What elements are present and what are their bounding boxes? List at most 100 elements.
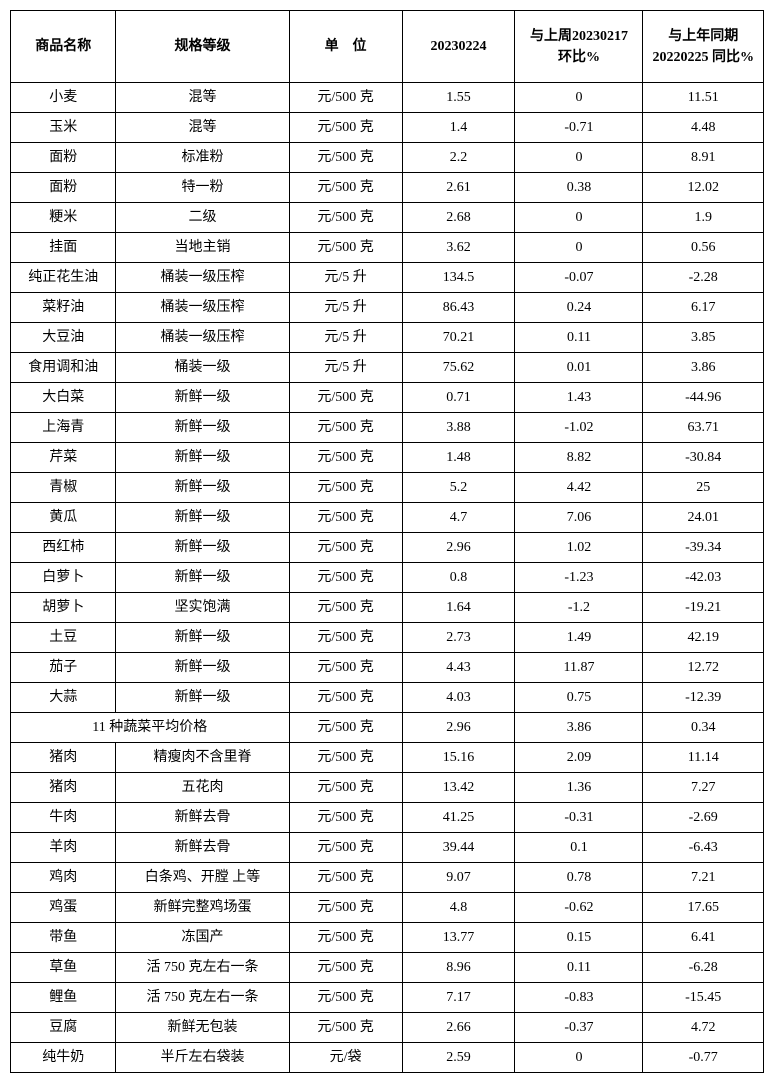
header-name: 商品名称 [11,11,116,83]
cell-price: 2.2 [402,143,515,173]
cell-spec: 新鲜一级 [116,563,289,593]
cell-unit: 元/500 克 [289,503,402,533]
cell-unit: 元/袋 [289,1043,402,1073]
cell-spec: 新鲜去骨 [116,833,289,863]
cell-name: 猪肉 [11,743,116,773]
cell-wow: 8.82 [515,443,643,473]
cell-name: 上海青 [11,413,116,443]
table-row: 纯牛奶半斤左右袋装元/袋2.590-0.77 [11,1043,764,1073]
table-row: 上海青新鲜一级元/500 克3.88-1.0263.71 [11,413,764,443]
cell-unit: 元/500 克 [289,143,402,173]
header-wow: 与上周20230217 环比% [515,11,643,83]
cell-name: 纯正花生油 [11,263,116,293]
cell-unit: 元/500 克 [289,623,402,653]
table-row: 鸡蛋新鲜完整鸡场蛋元/500 克4.8-0.6217.65 [11,893,764,923]
cell-yoy: 8.91 [643,143,764,173]
table-row: 土豆新鲜一级元/500 克2.731.4942.19 [11,623,764,653]
cell-price: 1.64 [402,593,515,623]
cell-unit: 元/500 克 [289,593,402,623]
table-row: 牛肉新鲜去骨元/500 克41.25-0.31-2.69 [11,803,764,833]
cell-unit: 元/5 升 [289,293,402,323]
cell-price: 5.2 [402,473,515,503]
cell-yoy: 4.48 [643,113,764,143]
cell-name: 大豆油 [11,323,116,353]
cell-unit: 元/500 克 [289,833,402,863]
cell-spec: 半斤左右袋装 [116,1043,289,1073]
cell-price: 0.71 [402,383,515,413]
cell-wow: 1.02 [515,533,643,563]
cell-spec: 新鲜一级 [116,413,289,443]
cell-name: 菜籽油 [11,293,116,323]
table-row: 茄子新鲜一级元/500 克4.4311.8712.72 [11,653,764,683]
table-row: 猪肉精瘦肉不含里脊元/500 克15.162.0911.14 [11,743,764,773]
header-price: 20230224 [402,11,515,83]
cell-price: 1.4 [402,113,515,143]
cell-name: 小麦 [11,83,116,113]
cell-spec: 活 750 克左右一条 [116,953,289,983]
average-row: 11 种蔬菜平均价格元/500 克2.963.860.34 [11,713,764,743]
cell-name: 带鱼 [11,923,116,953]
cell-unit: 元/500 克 [289,83,402,113]
cell-yoy: -19.21 [643,593,764,623]
table-row: 黄瓜新鲜一级元/500 克4.77.0624.01 [11,503,764,533]
cell-unit: 元/500 克 [289,713,402,743]
table-row: 鲤鱼活 750 克左右一条元/500 克7.17-0.83-15.45 [11,983,764,1013]
cell-unit: 元/500 克 [289,413,402,443]
table-body: 小麦混等元/500 克1.55011.51玉米混等元/500 克1.4-0.71… [11,83,764,1073]
cell-unit: 元/500 克 [289,653,402,683]
cell-spec: 桶装一级 [116,353,289,383]
table-row: 猪肉五花肉元/500 克13.421.367.27 [11,773,764,803]
cell-yoy: 3.86 [643,353,764,383]
cell-wow: -0.37 [515,1013,643,1043]
cell-price: 4.03 [402,683,515,713]
table-row: 纯正花生油桶装一级压榨元/5 升134.5-0.07-2.28 [11,263,764,293]
cell-yoy: -12.39 [643,683,764,713]
cell-price: 2.59 [402,1043,515,1073]
cell-yoy: 0.34 [643,713,764,743]
cell-name: 鸡肉 [11,863,116,893]
cell-unit: 元/500 克 [289,923,402,953]
cell-yoy: 17.65 [643,893,764,923]
cell-unit: 元/500 克 [289,203,402,233]
header-yoy: 与上年同期20220225 同比% [643,11,764,83]
cell-name: 食用调和油 [11,353,116,383]
cell-wow: 0 [515,233,643,263]
cell-name: 纯牛奶 [11,1043,116,1073]
table-row: 大蒜新鲜一级元/500 克4.030.75-12.39 [11,683,764,713]
cell-wow: 0.24 [515,293,643,323]
cell-yoy: 11.51 [643,83,764,113]
cell-wow: -1.23 [515,563,643,593]
cell-price: 134.5 [402,263,515,293]
cell-wow: 0.78 [515,863,643,893]
cell-wow: 0.1 [515,833,643,863]
cell-name: 西红柿 [11,533,116,563]
cell-yoy: 4.72 [643,1013,764,1043]
cell-yoy: 63.71 [643,413,764,443]
cell-name: 面粉 [11,173,116,203]
cell-yoy: -6.28 [643,953,764,983]
cell-yoy: 7.27 [643,773,764,803]
cell-name: 鸡蛋 [11,893,116,923]
cell-unit: 元/5 升 [289,263,402,293]
cell-name: 豆腐 [11,1013,116,1043]
cell-unit: 元/500 克 [289,803,402,833]
table-row: 挂面当地主销元/500 克3.6200.56 [11,233,764,263]
cell-spec: 新鲜一级 [116,473,289,503]
cell-unit: 元/500 克 [289,533,402,563]
cell-price: 2.66 [402,1013,515,1043]
cell-unit: 元/500 克 [289,953,402,983]
cell-wow: 0.15 [515,923,643,953]
cell-wow: 1.43 [515,383,643,413]
cell-name: 大蒜 [11,683,116,713]
cell-spec: 新鲜一级 [116,653,289,683]
cell-yoy: -2.69 [643,803,764,833]
cell-spec: 新鲜去骨 [116,803,289,833]
cell-price: 2.96 [402,713,515,743]
table-row: 西红柿新鲜一级元/500 克2.961.02-39.34 [11,533,764,563]
cell-wow: 7.06 [515,503,643,533]
cell-name: 茄子 [11,653,116,683]
cell-spec: 坚实饱满 [116,593,289,623]
cell-price: 41.25 [402,803,515,833]
cell-spec: 冻国产 [116,923,289,953]
table-row: 胡萝卜坚实饱满元/500 克1.64-1.2-19.21 [11,593,764,623]
